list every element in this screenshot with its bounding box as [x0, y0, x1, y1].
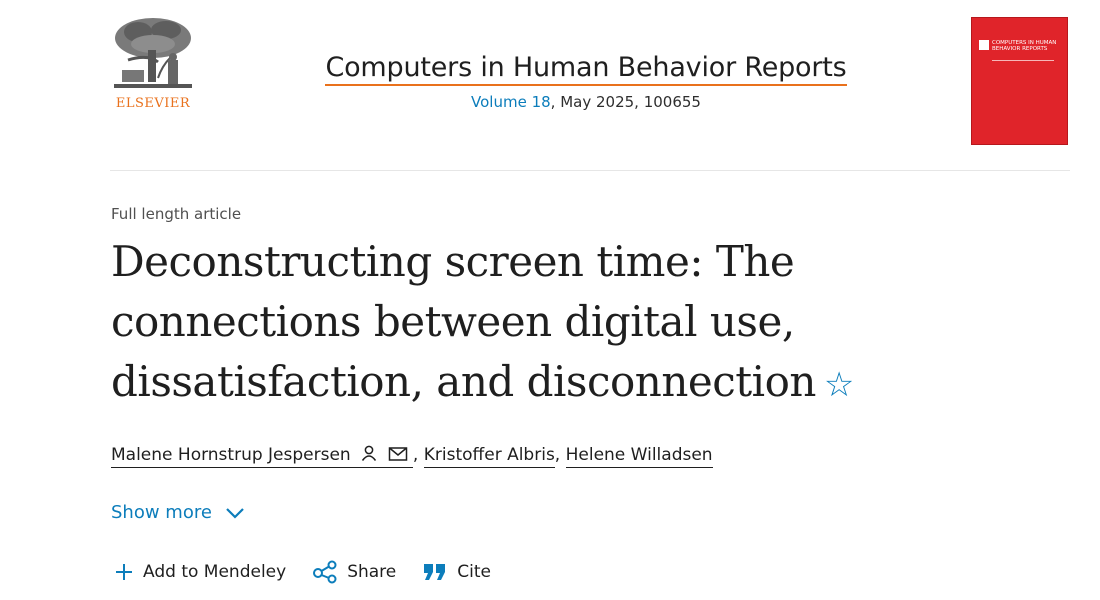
elsevier-tree-icon: [108, 14, 198, 94]
article-type: Full length article: [111, 205, 242, 223]
article-title: Deconstructing screen time: The connecti…: [111, 232, 911, 415]
issue-info: Volume 18, May 2025, 100655: [296, 93, 876, 111]
cover-rule: [992, 60, 1054, 61]
quote-icon: [424, 564, 446, 580]
share-label: Share: [347, 562, 397, 582]
plus-icon: [116, 564, 132, 580]
author-1-name: Malene Hornstrup Jespersen: [111, 445, 351, 465]
author-3[interactable]: Helene Willadsen: [565, 445, 713, 468]
article-title-text: Deconstructing screen time: The connecti…: [111, 237, 816, 406]
author-list: Malene Hornstrup Jespersen , Kristoffer …: [111, 444, 713, 468]
author-separator: ,: [412, 445, 419, 465]
journal-header: Computers in Human Behavior Reports Volu…: [296, 52, 876, 111]
add-to-mendeley-button[interactable]: Add to Mendeley: [114, 560, 286, 584]
article-actions: Add to Mendeley Share Cite: [114, 560, 517, 584]
publisher-name: ELSEVIER: [115, 96, 191, 111]
cover-logo-mark: [979, 40, 989, 50]
elsevier-logo[interactable]: ELSEVIER: [108, 14, 200, 111]
journal-cover[interactable]: COMPUTERS IN HUMAN BEHAVIOR REPORTS: [971, 17, 1068, 145]
show-more-label: Show more: [111, 502, 212, 523]
share-icon: [313, 560, 337, 584]
show-more-button[interactable]: Show more: [111, 502, 246, 523]
star-outline-icon[interactable]: ☆: [823, 365, 854, 405]
issue-details: , May 2025, 100655: [550, 93, 701, 111]
author-1[interactable]: Malene Hornstrup Jespersen: [111, 445, 413, 468]
volume-link[interactable]: Volume 18: [471, 93, 551, 111]
header-divider: [110, 170, 1070, 171]
chevron-down-icon: [225, 508, 244, 519]
cite-label: Cite: [457, 562, 491, 582]
person-icon: [362, 445, 377, 461]
cite-button[interactable]: Cite: [422, 560, 491, 584]
share-button[interactable]: Share: [312, 560, 396, 584]
add-to-mendeley-label: Add to Mendeley: [143, 562, 287, 582]
author-2[interactable]: Kristoffer Albris: [423, 445, 555, 468]
cover-title: COMPUTERS IN HUMAN BEHAVIOR REPORTS: [992, 40, 1057, 52]
author-separator: ,: [554, 445, 561, 465]
journal-title-link[interactable]: Computers in Human Behavior Reports: [325, 52, 847, 86]
mail-icon: [388, 447, 407, 461]
